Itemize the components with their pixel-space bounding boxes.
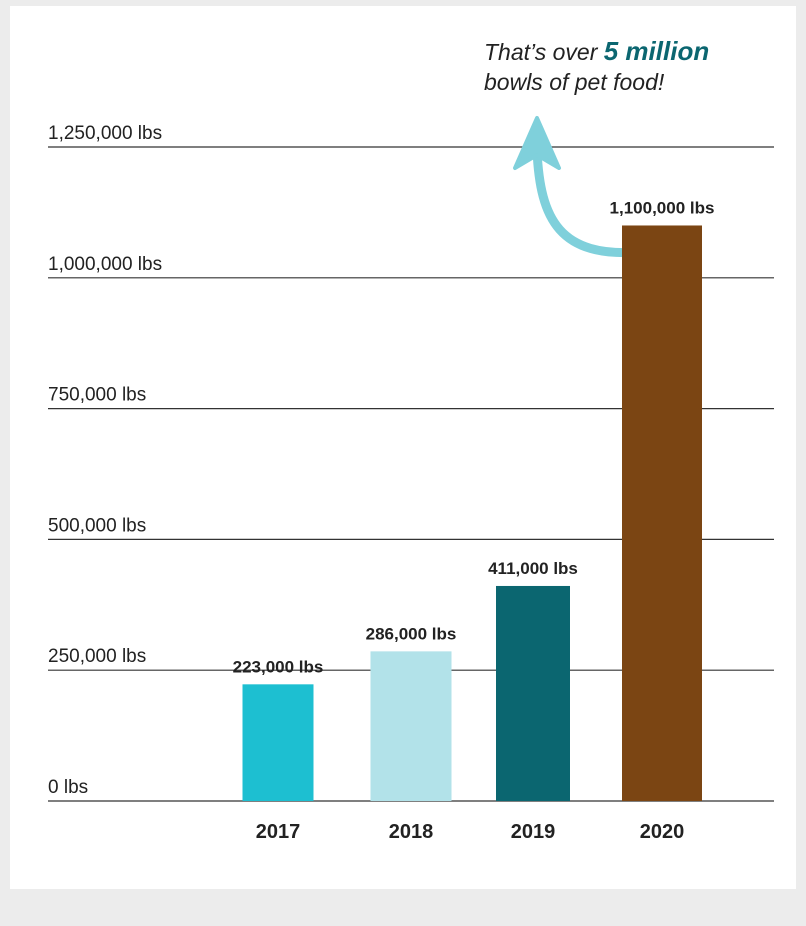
- y-tick-label: 1,000,000 lbs: [48, 254, 162, 275]
- gridlines: 0 lbs 250,000 lbs 500,000 lbs 750,000 lbs 1,…: [48, 123, 774, 802]
- y-tick-label: 750,000 lbs: [48, 385, 146, 406]
- y-tick-label: 500,000 lbs: [48, 515, 146, 536]
- data-label: 411,000 lbs: [488, 559, 578, 578]
- data-label: 286,000 lbs: [366, 624, 457, 643]
- annotation-prefix: That’s over: [484, 39, 598, 65]
- data-label: 223,000 lbs: [233, 657, 324, 676]
- arrow-icon: [532, 145, 645, 258]
- annotation-highlight: 5 million: [603, 36, 710, 66]
- x-tick-label: 2020: [640, 821, 685, 843]
- bar: [370, 651, 452, 801]
- arrowhead-icon: [513, 116, 561, 170]
- bar: [496, 585, 570, 801]
- x-tick-label: 2018: [389, 821, 434, 843]
- annotation-text: That’s over 5 million bowls of pet food!: [484, 36, 784, 97]
- annotation-line2: bowls of pet food!: [484, 69, 665, 95]
- bar: [242, 684, 314, 801]
- bar: [622, 225, 702, 802]
- bars: 223,000 lbs 2017 286,000 lbs 2018 411,000 lb…: [233, 198, 715, 843]
- y-tick-label: 1,250,000 lbs: [48, 123, 162, 144]
- data-label: 1,100,000 lbs: [610, 198, 715, 217]
- y-tick-label: 250,000 lbs: [48, 646, 146, 667]
- x-tick-label: 2017: [256, 821, 301, 843]
- x-tick-label: 2019: [511, 821, 556, 843]
- annotation-arrow: [513, 116, 645, 258]
- y-tick-label: 0 lbs: [48, 777, 88, 798]
